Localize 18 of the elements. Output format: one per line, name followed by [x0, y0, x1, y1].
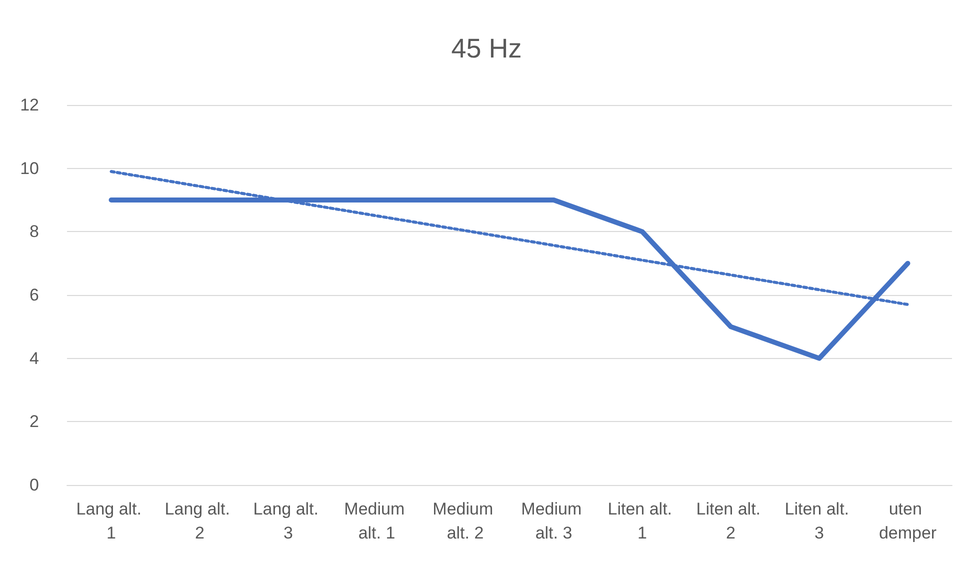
- y-tick-label: 8: [30, 222, 39, 242]
- x-tick-label: Lang alt. 2: [164, 500, 235, 542]
- x-tick-label: Liten alt. 3: [784, 500, 854, 542]
- x-tick-label: Medium alt. 3: [521, 500, 586, 542]
- y-tick-label: 12: [20, 96, 39, 114]
- x-tick-label: Medium alt. 2: [432, 500, 498, 542]
- y-tick-label: 4: [30, 348, 39, 368]
- y-tick-label: 10: [20, 158, 39, 178]
- x-tick-label: uten demper: [878, 500, 937, 542]
- x-tick-label: Liten alt. 1: [608, 500, 677, 542]
- chart-title: 45 Hz: [451, 34, 522, 64]
- y-tick-label: 0: [30, 476, 39, 494]
- y-tick-label: 6: [30, 286, 39, 304]
- x-tick-label: Lang alt. 1: [76, 500, 146, 542]
- x-tick-label: Liten alt. 2: [696, 500, 766, 542]
- x-tick-label: Medium alt. 1: [344, 500, 410, 542]
- y-tick-label: 2: [30, 412, 39, 432]
- x-tick-label: Lang alt. 3: [253, 500, 324, 542]
